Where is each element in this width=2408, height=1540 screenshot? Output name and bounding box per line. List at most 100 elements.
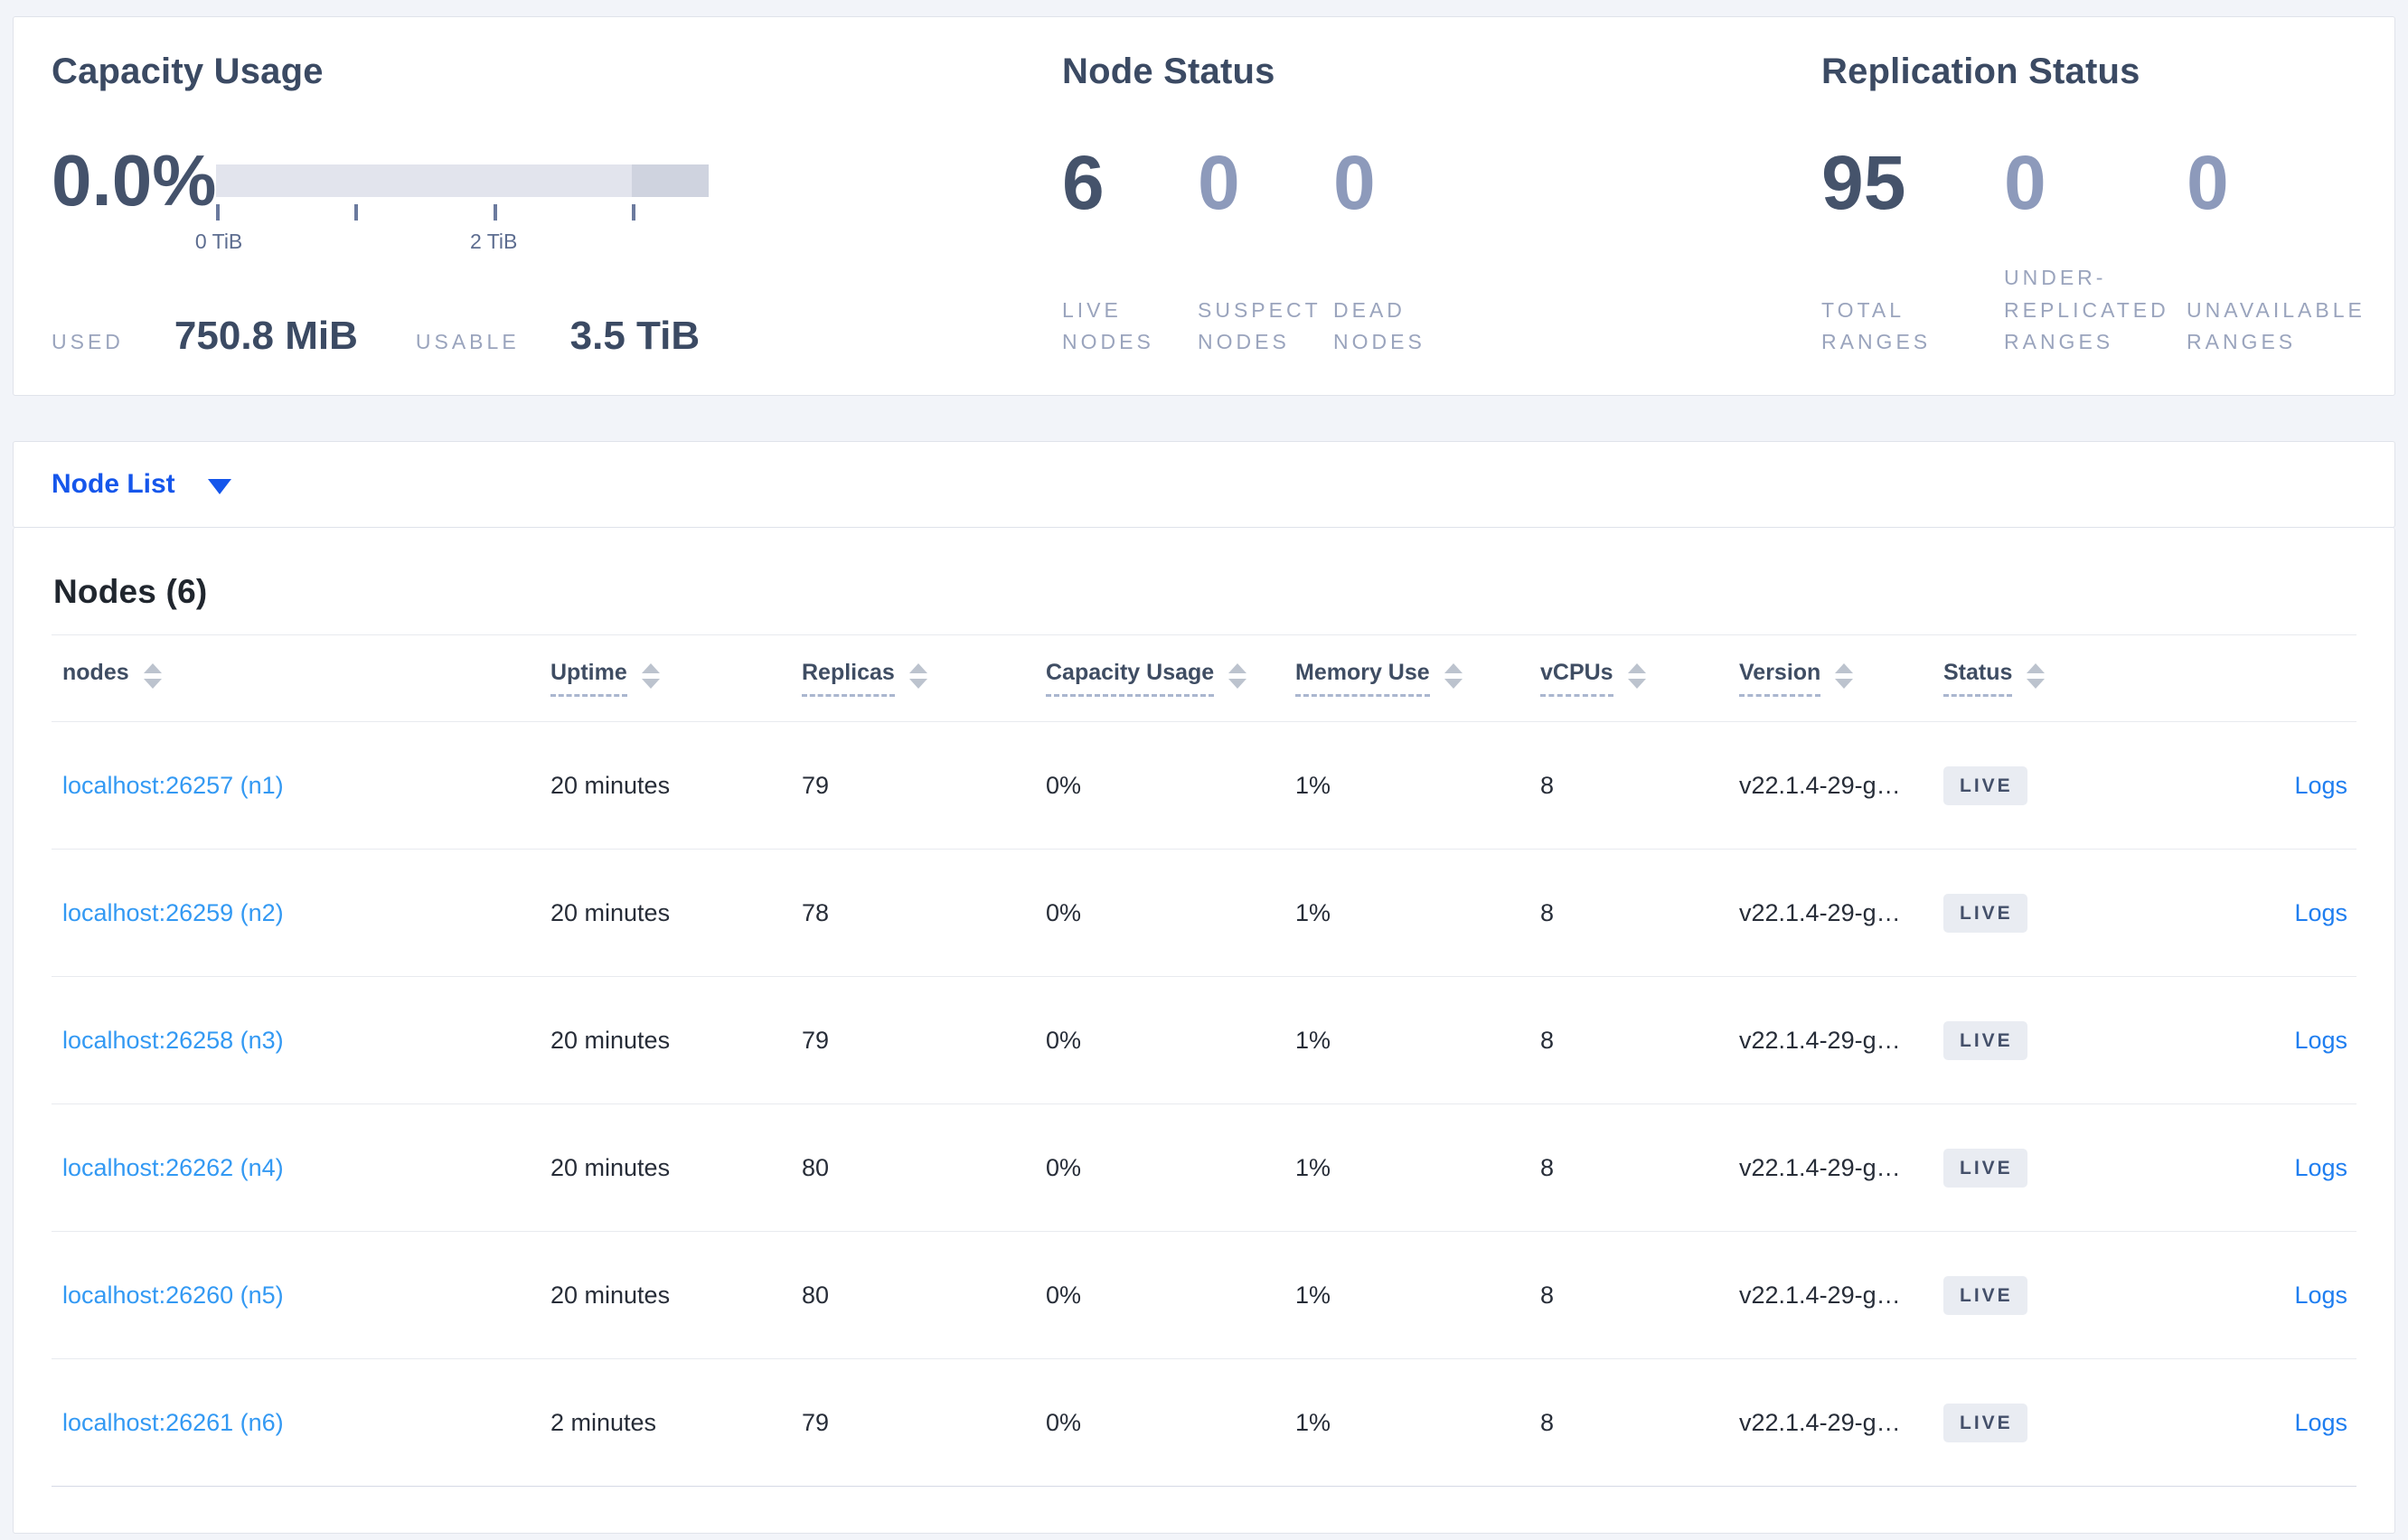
- logs-cell: Logs: [2171, 1104, 2356, 1232]
- capacity-bar-overflow: [632, 164, 710, 197]
- capacity-stats-row: USED 750.8 MiB USABLE 3.5 TiB: [52, 314, 1062, 359]
- logs-link[interactable]: Logs: [2294, 1153, 2347, 1181]
- sort-icon[interactable]: [2027, 662, 2046, 689]
- table-row: localhost:26260 (n5) 20 minutes 80 0% 1%…: [52, 1232, 2356, 1359]
- table-row: localhost:26262 (n4) 20 minutes 80 0% 1%…: [52, 1104, 2356, 1232]
- node-cell: localhost:26261 (n6): [52, 1359, 550, 1487]
- node-link[interactable]: localhost:26260 (n5): [62, 1281, 284, 1309]
- logs-cell: Logs: [2171, 977, 2356, 1104]
- logs-cell: Logs: [2171, 1359, 2356, 1487]
- table-row: localhost:26259 (n2) 20 minutes 78 0% 1%…: [52, 850, 2356, 977]
- status-badge: LIVE: [1943, 765, 2027, 805]
- status-badge: LIVE: [1943, 893, 2027, 933]
- column-header-nodes[interactable]: nodes: [62, 660, 162, 697]
- node-link[interactable]: localhost:26261 (n6): [62, 1408, 284, 1436]
- cluster-summary-card: Capacity Usage 0.0% 0 TiB 2 TiB USED 750: [13, 16, 2395, 396]
- sort-icon[interactable]: [641, 662, 660, 689]
- column-header-replicas[interactable]: Replicas: [802, 660, 927, 697]
- node-status-labels: LIVE NODES SUSPECT NODES DEAD NODES: [1062, 295, 1821, 359]
- sort-icon[interactable]: [908, 662, 927, 689]
- version-cell: v22.1.4-29-g…: [1739, 898, 1901, 926]
- node-list-dropdown-label: Node List: [52, 469, 175, 499]
- uptime-cell: 2 minutes: [550, 1408, 657, 1436]
- logs-link[interactable]: Logs: [2294, 1281, 2347, 1309]
- node-cell: localhost:26257 (n1): [52, 722, 550, 850]
- replicas-cell: 79: [802, 771, 830, 799]
- column-header-uptime[interactable]: Uptime: [550, 660, 660, 697]
- capacity-cell: 0%: [1046, 898, 1082, 926]
- logs-cell: Logs: [2171, 722, 2356, 850]
- logs-link[interactable]: Logs: [2294, 1408, 2347, 1436]
- capacity-used-percent: 0.0%: [52, 140, 217, 221]
- status-cell: LIVE: [1943, 977, 2171, 1104]
- dead-nodes-count: 0: [1333, 140, 1376, 225]
- vcpus-cell: 8: [1540, 898, 1555, 926]
- used-value: 750.8 MiB: [174, 314, 358, 358]
- capacity-cell: 0%: [1046, 771, 1082, 799]
- unavailable-ranges-label: UNAVAILABLE RANGES: [2187, 297, 2366, 354]
- memory-cell: 1%: [1295, 1026, 1331, 1054]
- version-cell: v22.1.4-29-g…: [1739, 1281, 1901, 1309]
- capacity-cell: 0%: [1046, 1026, 1082, 1054]
- column-label: Version: [1739, 660, 1821, 697]
- status-cell: LIVE: [1943, 1359, 2171, 1487]
- under-replicated-ranges-label: UNDER-REPLICATED RANGES: [2004, 266, 2169, 354]
- node-list-dropdown[interactable]: Node List: [52, 469, 231, 500]
- column-header-memory-use[interactable]: Memory Use: [1295, 660, 1463, 697]
- nodes-table-card: Nodes (6) nodes Uptime Replicas Capacity…: [13, 528, 2395, 1534]
- capacity-bar-track: [216, 164, 710, 197]
- logs-cell: Logs: [2171, 850, 2356, 977]
- total-ranges-label: TOTAL RANGES: [1821, 297, 1932, 354]
- capacity-usage-panel: Capacity Usage 0.0% 0 TiB 2 TiB USED 750: [52, 52, 1062, 359]
- logs-cell: Logs: [2171, 1232, 2356, 1359]
- capacity-usage-title: Capacity Usage: [52, 52, 324, 91]
- suspect-nodes-count: 0: [1198, 140, 1240, 225]
- logs-link[interactable]: Logs: [2294, 771, 2347, 799]
- column-header-capacity-usage[interactable]: Capacity Usage: [1046, 660, 1247, 697]
- sort-icon[interactable]: [1627, 662, 1646, 689]
- axis-tick-label: 0 TiB: [194, 230, 243, 253]
- node-cell: localhost:26262 (n4): [52, 1104, 550, 1232]
- axis-tick: [494, 204, 498, 221]
- replicas-cell: 79: [802, 1408, 830, 1436]
- sort-icon[interactable]: [143, 662, 162, 689]
- status-badge: LIVE: [1943, 1403, 2027, 1442]
- column-header-status[interactable]: Status: [1943, 660, 2046, 697]
- view-selector-bar: Node List: [13, 441, 2395, 528]
- column-header-version[interactable]: Version: [1739, 660, 1854, 697]
- capacity-cell: 0%: [1046, 1153, 1082, 1181]
- status-cell: LIVE: [1943, 1232, 2171, 1359]
- uptime-cell: 20 minutes: [550, 1281, 671, 1309]
- node-link[interactable]: localhost:26257 (n1): [62, 771, 284, 799]
- used-label: USED: [52, 330, 124, 353]
- replicas-cell: 79: [802, 1026, 830, 1054]
- sort-icon[interactable]: [1444, 662, 1463, 689]
- replication-values: 95 0 0: [1821, 145, 2369, 221]
- table-row: localhost:26258 (n3) 20 minutes 79 0% 1%…: [52, 977, 2356, 1104]
- usable-value: 3.5 TiB: [569, 314, 701, 358]
- node-link[interactable]: localhost:26258 (n3): [62, 1026, 284, 1054]
- column-label: vCPUs: [1540, 660, 1613, 697]
- logs-link[interactable]: Logs: [2294, 1026, 2347, 1054]
- column-header-vcpus[interactable]: vCPUs: [1540, 660, 1646, 697]
- status-cell: LIVE: [1943, 1104, 2171, 1232]
- node-link[interactable]: localhost:26262 (n4): [62, 1153, 284, 1181]
- column-label: Status: [1943, 660, 2013, 697]
- under-replicated-ranges-count: 0: [2004, 140, 2046, 225]
- sort-icon[interactable]: [1228, 662, 1247, 689]
- node-link[interactable]: localhost:26259 (n2): [62, 898, 284, 926]
- vcpus-cell: 8: [1540, 1408, 1555, 1436]
- column-label: nodes: [62, 660, 129, 685]
- vcpus-cell: 8: [1540, 1281, 1555, 1309]
- column-label: Uptime: [550, 660, 627, 697]
- memory-cell: 1%: [1295, 1408, 1331, 1436]
- node-status-panel: Node Status 6 0 0 LIVE NODES SUSPECT NOD…: [1062, 52, 1821, 359]
- nodes-table: nodes Uptime Replicas Capacity Usage Mem…: [52, 634, 2356, 1487]
- table-row: localhost:26261 (n6) 2 minutes 79 0% 1% …: [52, 1359, 2356, 1487]
- sort-icon[interactable]: [1835, 662, 1854, 689]
- live-nodes-count: 6: [1062, 140, 1105, 225]
- status-badge: LIVE: [1943, 1275, 2027, 1315]
- axis-tick-label: 2 TiB: [469, 230, 518, 253]
- axis-tick: [216, 204, 221, 221]
- logs-link[interactable]: Logs: [2294, 898, 2347, 926]
